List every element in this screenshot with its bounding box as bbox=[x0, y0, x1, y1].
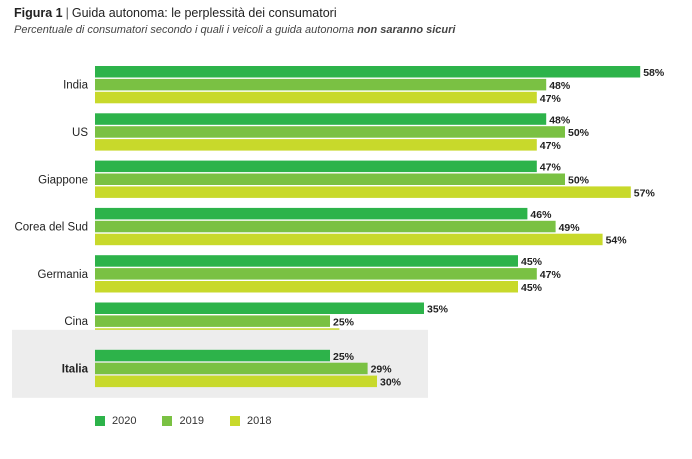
bar-2020 bbox=[95, 113, 547, 125]
subtitle-text: Percentuale di consumatori secondo i qua… bbox=[14, 24, 354, 36]
data-label: 50% bbox=[568, 175, 590, 187]
category-label: Cina bbox=[64, 316, 88, 328]
data-label: 25% bbox=[333, 316, 355, 328]
data-label: 30% bbox=[380, 377, 402, 389]
category-label: India bbox=[63, 80, 89, 92]
category-label: US bbox=[72, 127, 88, 139]
data-label: 48% bbox=[549, 114, 571, 126]
bar-2018 bbox=[95, 281, 518, 293]
legend-label: 2020 bbox=[112, 415, 137, 427]
data-label: 46% bbox=[530, 209, 552, 221]
data-label: 47% bbox=[540, 269, 562, 281]
data-label: 47% bbox=[540, 140, 562, 152]
data-label: 50% bbox=[568, 127, 590, 139]
data-label: 58% bbox=[643, 67, 665, 79]
bar-2018 bbox=[95, 91, 537, 104]
data-label: 25% bbox=[333, 351, 355, 363]
bar-2019 bbox=[95, 315, 330, 327]
bar-2019 bbox=[95, 126, 565, 138]
chart-subtitle: Percentuale di consumatori secondo i qua… bbox=[14, 24, 455, 36]
legend-label: 2019 bbox=[179, 415, 204, 427]
subtitle-emphasis: non saranno sicuri bbox=[357, 24, 456, 36]
chart-title: Figura 1 | Guida autonoma: le perplessità … bbox=[14, 6, 337, 20]
bar-2018 bbox=[95, 375, 377, 388]
bar-2020 bbox=[95, 255, 518, 267]
bar-2019 bbox=[95, 268, 537, 280]
bar-2020 bbox=[95, 160, 537, 173]
data-label: 47% bbox=[540, 93, 562, 105]
bar-2018 bbox=[95, 233, 603, 246]
data-label: 35% bbox=[427, 304, 449, 316]
bar-chart: India58%48%47%US48%50%47%Giappone47%50%5… bbox=[12, 66, 665, 398]
data-label: 54% bbox=[606, 235, 628, 247]
legend-item-2018: 2018 bbox=[229, 415, 272, 427]
title-text: Guida autonoma: le perplessità dei consu… bbox=[71, 6, 337, 20]
category-label: Italia bbox=[62, 363, 89, 375]
bar-2018 bbox=[95, 139, 537, 151]
data-label: 45% bbox=[521, 282, 543, 294]
data-label: 45% bbox=[521, 256, 543, 268]
data-label: 29% bbox=[371, 364, 393, 376]
bar-2019 bbox=[95, 78, 547, 91]
legend-swatch bbox=[95, 416, 105, 426]
bar-2020 bbox=[95, 349, 330, 362]
legend-label: 2018 bbox=[246, 415, 272, 427]
title-separator: | bbox=[65, 6, 69, 20]
bar-2020 bbox=[95, 207, 528, 220]
bar-2018 bbox=[95, 186, 631, 198]
data-label: 48% bbox=[549, 80, 571, 92]
legend: 2020 2019 2018 bbox=[95, 415, 271, 427]
bar-2020 bbox=[95, 66, 641, 78]
category-label: Corea del Sud bbox=[14, 222, 88, 234]
bar-2019 bbox=[95, 173, 565, 185]
data-label: 49% bbox=[559, 222, 581, 234]
data-label: 57% bbox=[634, 187, 656, 199]
bar-2019 bbox=[95, 220, 556, 233]
legend-swatch bbox=[229, 416, 240, 426]
category-label: Giappone bbox=[38, 174, 88, 186]
legend-item-2019: 2019 bbox=[162, 415, 204, 427]
legend-item-2020: 2020 bbox=[95, 415, 136, 427]
figure-label: Figura 1 bbox=[14, 6, 63, 20]
legend-swatch bbox=[162, 416, 173, 426]
data-label: 47% bbox=[540, 162, 562, 174]
bar-2019 bbox=[95, 362, 368, 375]
bar-2020 bbox=[95, 302, 424, 314]
category-label: Germania bbox=[38, 269, 89, 281]
